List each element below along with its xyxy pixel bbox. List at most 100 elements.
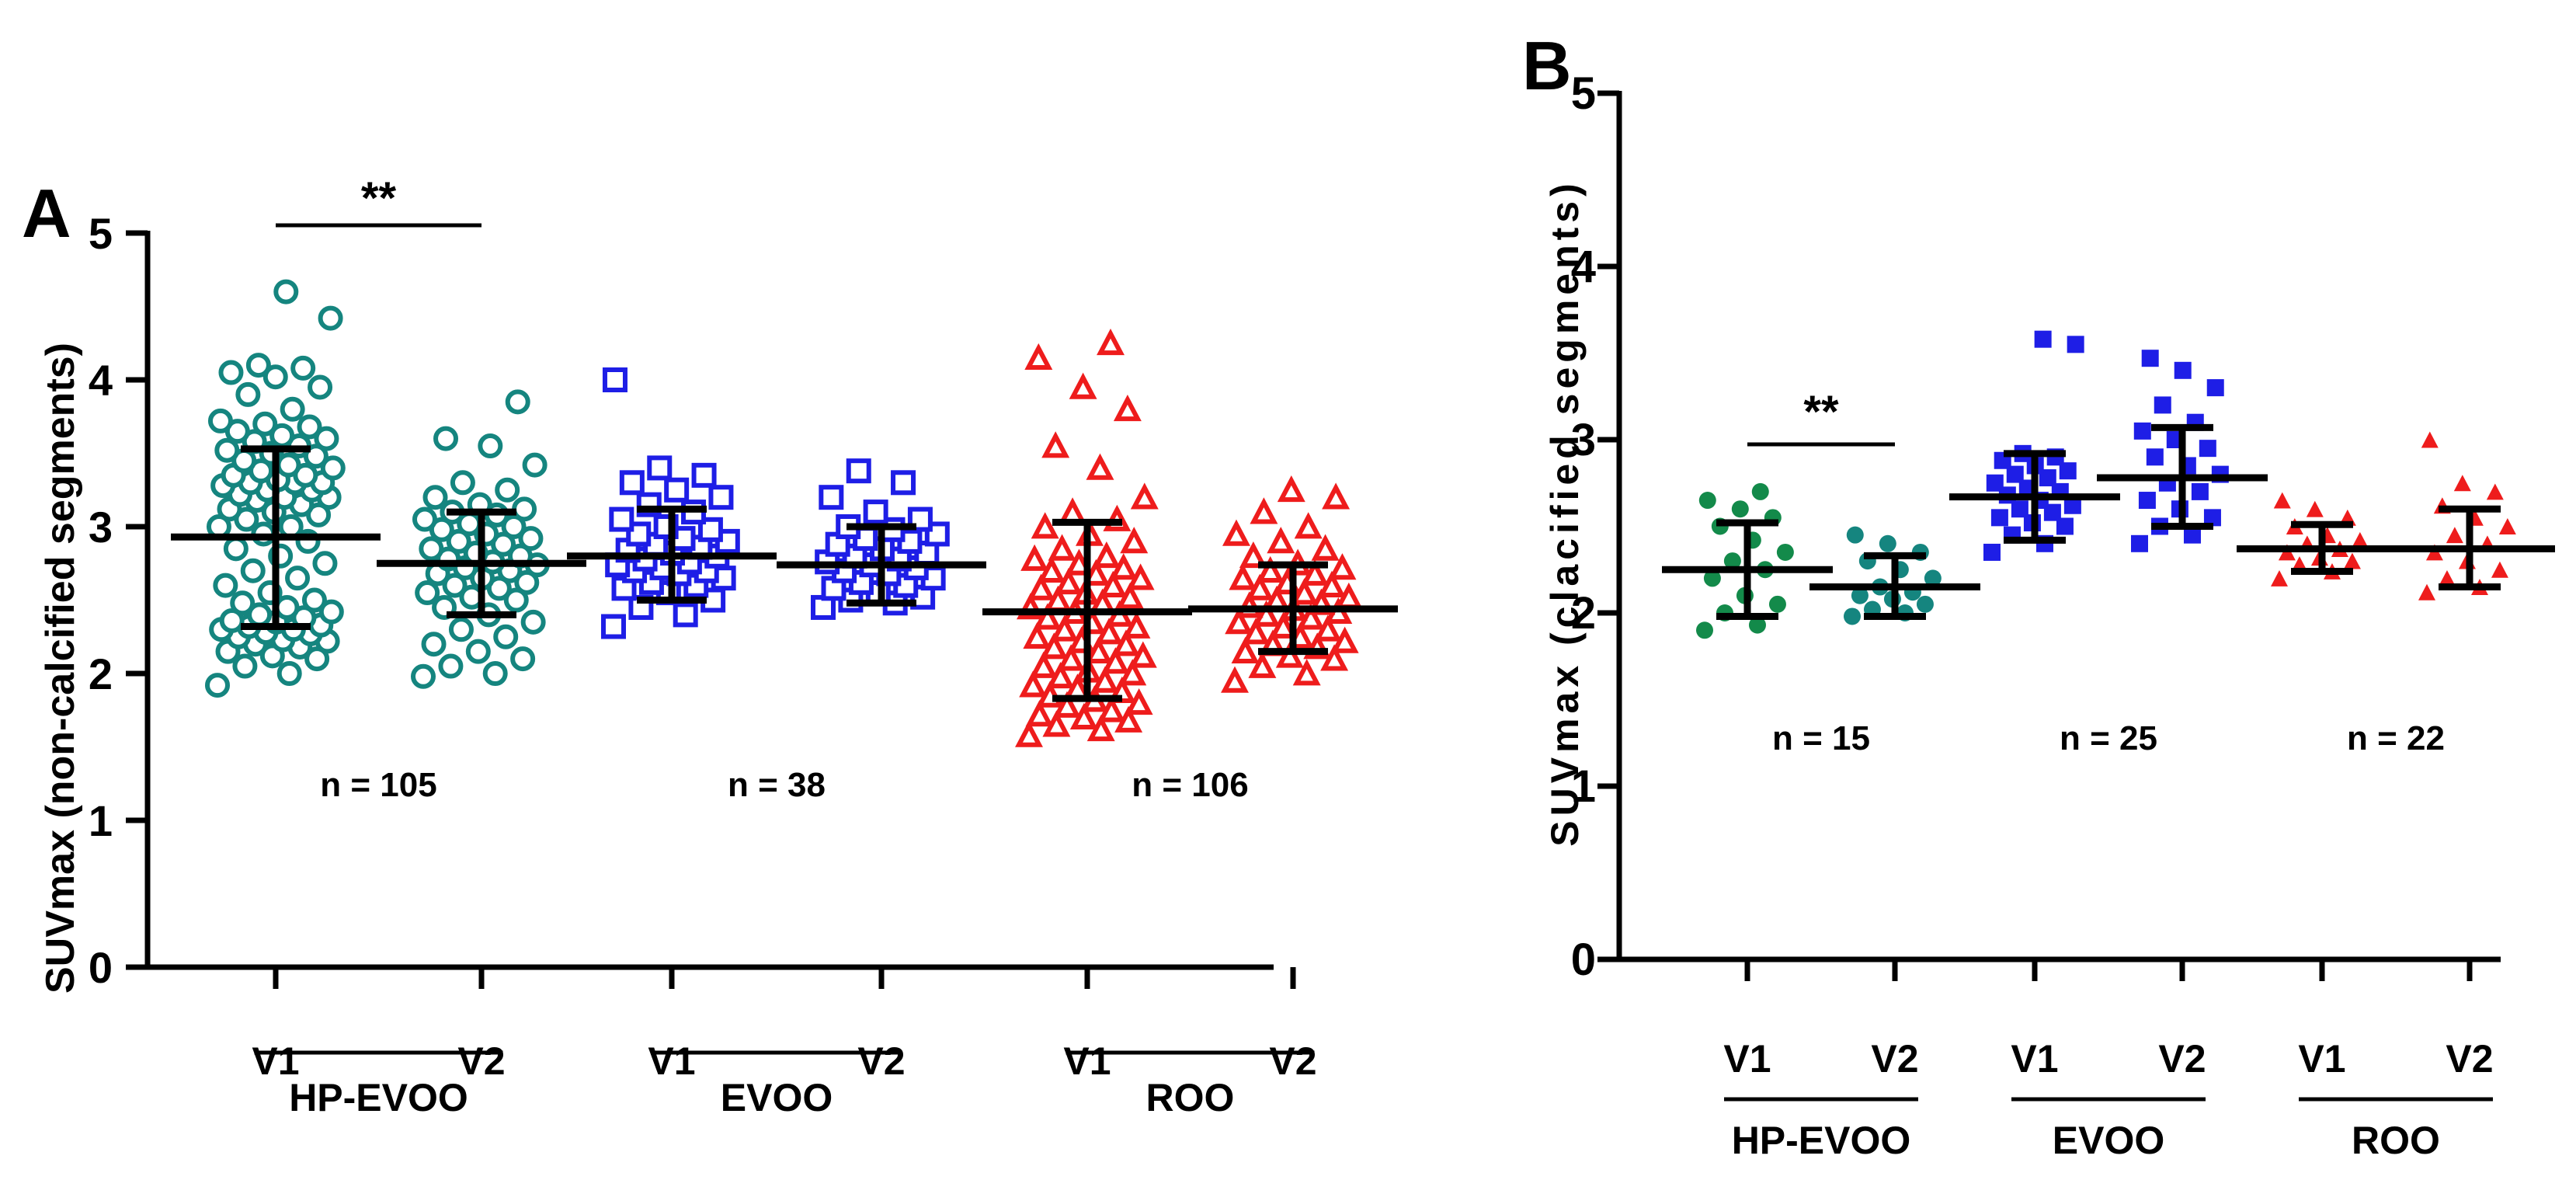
data-point: [1113, 395, 1142, 422]
data-point: [1048, 534, 1076, 561]
data-point: [314, 426, 339, 451]
data-point: [274, 594, 300, 620]
data-point: [1097, 328, 1125, 356]
data-point: [276, 661, 302, 686]
data-point: [2034, 330, 2052, 348]
data-point: [2446, 527, 2463, 544]
data-point: [2067, 336, 2084, 353]
data-point: [1092, 541, 1121, 569]
x-visit-label: V2: [1871, 1037, 1918, 1081]
data-point: [2056, 517, 2074, 535]
data-point: [2154, 396, 2171, 414]
data-point: [320, 455, 346, 481]
data-point: [2486, 483, 2504, 500]
data-point: [448, 617, 474, 642]
data-point: [2438, 569, 2456, 587]
data-point: [304, 646, 330, 672]
data-point: [422, 485, 448, 510]
data-point: [1029, 651, 1058, 678]
data-point: [412, 506, 437, 532]
data-point: [2491, 561, 2508, 578]
y-tick-label: 3: [89, 503, 113, 552]
data-point: [2271, 569, 2288, 587]
panel-a: A SUVmax (non-calcified segments) 0 1 2 3 4 5…: [22, 173, 1398, 1119]
y-tick-label: 3: [1571, 415, 1596, 465]
data-point: [262, 364, 288, 390]
x-visit-label: V2: [857, 1039, 905, 1083]
data-point: [2418, 583, 2435, 600]
data-point: [1023, 621, 1052, 649]
data-point: [2146, 448, 2164, 466]
data-point: [280, 396, 305, 422]
data-point: [1879, 534, 1896, 552]
data-point: [1277, 475, 1305, 503]
panel-a-y-axis-label: SUVmax (non-calcified segments): [38, 343, 83, 994]
data-point: [1768, 595, 1786, 613]
data-point: [1916, 595, 1934, 613]
data-point: [223, 536, 249, 562]
data-point: [2498, 518, 2516, 534]
n-label: n = 22: [2347, 719, 2445, 757]
data-point: [708, 485, 734, 510]
data-point: [465, 639, 491, 664]
data-point: [478, 433, 503, 459]
group-label: EVOO: [2053, 1119, 2164, 1162]
data-point: [510, 646, 536, 672]
data-point: [601, 614, 626, 639]
data-point: [2203, 509, 2221, 527]
data-point: [602, 367, 627, 392]
data-point: [252, 411, 278, 437]
x-visit-label: V1: [2011, 1037, 2058, 1081]
n-label: n = 106: [1132, 766, 1248, 804]
data-point: [245, 353, 271, 378]
data-point: [2063, 496, 2081, 514]
data-point: [285, 566, 311, 591]
data-point: [1776, 543, 1794, 561]
data-point: [1041, 431, 1070, 458]
data-point: [1024, 343, 1053, 370]
data-point: [308, 374, 333, 400]
data-point: [1723, 552, 1741, 570]
data-point: [1221, 666, 1249, 693]
y-tick-label: 5: [89, 209, 113, 258]
data-point: [673, 602, 698, 628]
y-tick-label: 0: [89, 943, 113, 992]
panel-b-letter: B: [1522, 27, 1572, 104]
data-point: [1703, 569, 1721, 587]
data-point: [522, 452, 548, 478]
data-point: [1231, 636, 1260, 663]
panel-a-marks: [171, 279, 1398, 747]
y-tick-label: 1: [89, 796, 113, 845]
data-point: [1222, 519, 1250, 546]
group-label: EVOO: [721, 1076, 833, 1119]
data-point: [1019, 670, 1048, 698]
group-label: ROO: [2352, 1119, 2440, 1162]
y-tick-label: 1: [1571, 761, 1596, 812]
data-point: [512, 496, 537, 522]
data-point: [1990, 509, 2008, 527]
data-point: [2174, 361, 2192, 379]
data-point: [301, 587, 327, 613]
data-point: [1311, 534, 1340, 561]
data-point: [2306, 500, 2324, 517]
data-point: [411, 663, 436, 689]
data-point: [2206, 379, 2224, 397]
data-point: [1086, 453, 1114, 480]
x-visit-label: V1: [1063, 1039, 1111, 1083]
data-point: [205, 673, 230, 698]
n-label: n = 38: [728, 766, 826, 804]
data-point: [482, 661, 508, 686]
data-point: [691, 462, 717, 488]
x-visit-label: V2: [2446, 1037, 2493, 1081]
significance-label: **: [1803, 387, 1839, 437]
data-point: [514, 569, 540, 595]
x-visit-label: V1: [252, 1039, 299, 1083]
data-point: [1229, 563, 1257, 590]
data-point: [846, 458, 871, 484]
data-point: [1292, 659, 1321, 686]
data-point: [1846, 526, 1864, 544]
data-point: [1239, 541, 1267, 569]
data-point: [290, 355, 316, 381]
